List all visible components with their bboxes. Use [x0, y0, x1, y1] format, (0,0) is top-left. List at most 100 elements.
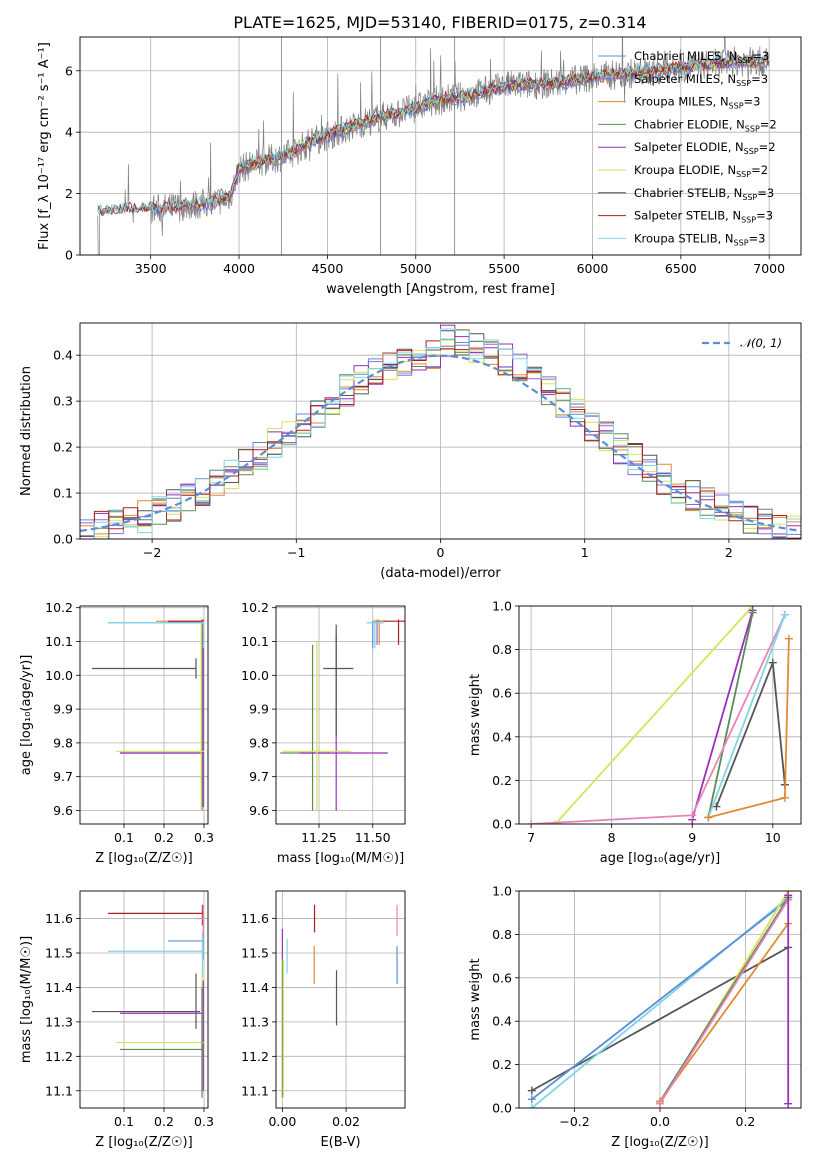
- x-tick-label: 9: [688, 830, 696, 845]
- legend-label-tail: =3: [752, 49, 769, 63]
- weight-marker: [527, 1095, 536, 1104]
- y-tick-label: 0.4: [53, 348, 73, 363]
- x-tick-label: 0.0: [650, 1114, 670, 1129]
- legend-label-text: Kroupa MILES, N: [634, 95, 729, 109]
- spectrum-marks: [97, 37, 770, 255]
- age-vs-mass-marks: [280, 619, 405, 811]
- y-tick-label: 10.0: [241, 668, 269, 683]
- weight-line-kroupa-miles: [708, 638, 790, 819]
- weight-vs-Z-marks: [527, 891, 793, 1108]
- y-tick-label: 11.4: [241, 980, 269, 995]
- point-salpeter-stelib: [108, 904, 204, 926]
- point-kroupa-elodie: [282, 641, 352, 811]
- point-kroupa-stelib: [108, 935, 204, 978]
- mass-vs-ebv-axes: 0.00 0.02 11.1 11.2 11.3 11.4 11.5 11.6 E(B-V): [241, 890, 406, 1150]
- axes-frame: [79, 605, 209, 825]
- point-salpeter-elodie: [120, 980, 204, 1091]
- y-tick-label: 11.1: [45, 1083, 73, 1098]
- weight-vs-age-marks: [527, 606, 793, 824]
- x-tick-label: 4000: [223, 261, 255, 276]
- legend-label-tail: =3: [751, 72, 768, 86]
- x-tick-label: 0.02: [332, 1114, 360, 1129]
- weight-line-salpeter-elodie: [691, 610, 754, 820]
- weight-vs-age-axes: 7 8 9 10 0.0 0.2 0.4 0.6 0.8 1.0 age [log₁₀(age/yr…: [468, 599, 802, 866]
- y-tick-label: 0.0: [53, 532, 73, 547]
- weight-marker: [780, 610, 789, 619]
- y-tick-label: 10.2: [45, 600, 73, 615]
- x-tick-label: 0.3: [194, 1114, 214, 1129]
- legend-label-text: Chabrier STELIB, N: [634, 186, 742, 200]
- y-tick-label: 4: [65, 125, 73, 140]
- y-tick-label: 0.4: [492, 729, 512, 744]
- weight-line-kroupa-stelib: [707, 614, 786, 818]
- y-tick-label: 11.6: [45, 911, 73, 926]
- x-axis-label: age [log₁₀(age/yr)]: [600, 851, 721, 866]
- legend-label-tail: =2: [759, 140, 776, 154]
- weight-marker: [551, 820, 560, 824]
- legend-label: Salpeter STELIB, NSSP=3: [634, 209, 773, 225]
- weight-marker: [780, 793, 789, 802]
- y-tick-label: 11.6: [241, 911, 269, 926]
- legend-label-sub: SSP: [745, 124, 760, 133]
- y-tick-label: 1.0: [492, 599, 512, 614]
- weight-marker: [527, 1104, 536, 1108]
- x-tick-label: 0.2: [154, 1114, 174, 1129]
- legend-label: Salpeter ELODIE, NSSP=2: [634, 140, 776, 156]
- point-kroupa-elodie: [116, 973, 204, 1098]
- x-tick-label: 3500: [135, 261, 167, 276]
- mass-vs-Z-axes: 0.1 0.2 0.3 11.1 11.2 11.3 11.4 11.5 11.6 Z [log₁…: [19, 890, 214, 1150]
- y-tick-label: 11.3: [45, 1014, 73, 1029]
- weight-line-pink: [531, 614, 786, 824]
- x-tick-label: 0.3: [194, 830, 214, 845]
- legend-label-text: Chabrier MILES, N: [634, 49, 737, 63]
- x-axis-label: Z [log₁₀(Z/Z☉)]: [95, 1135, 192, 1150]
- x-tick-label: 8: [608, 830, 616, 845]
- y-tick-label: 9.8: [53, 735, 73, 750]
- age-vs-mass-axes: 11.25 11.50 9.6 9.7 9.8 9.9 10.0 10.1 10.2 mass […: [241, 600, 406, 866]
- y-tick-label: 9.6: [53, 803, 73, 818]
- y-tick-label: 11.4: [45, 980, 73, 995]
- model-line-salpeter-stelib: [97, 53, 770, 217]
- legend-label: Chabrier ELODIE, NSSP=2: [634, 117, 777, 133]
- y-tick-label: 9.7: [53, 769, 73, 784]
- legend-label-tail: =3: [744, 95, 761, 109]
- weight-marker: [784, 891, 793, 900]
- y-tick-label: 11.3: [241, 1014, 269, 1029]
- y-tick-label: 0.6: [492, 686, 512, 701]
- weight-marker: [712, 802, 721, 811]
- y-tick-label: 0.0: [492, 1101, 512, 1116]
- point-salpeter-elodie: [120, 634, 204, 808]
- y-tick-label: 1.0: [492, 884, 512, 899]
- x-tick-label: 0: [437, 545, 445, 560]
- y-tick-label: 0.8: [492, 642, 512, 657]
- point-chabrier-elodie: [120, 627, 204, 811]
- weight-marker: [768, 658, 777, 667]
- x-axis-label: (data-model)/error: [380, 566, 501, 581]
- x-tick-label: 2: [725, 545, 733, 560]
- residuals-marks: [80, 324, 801, 539]
- y-axis-label: mass weight: [468, 958, 483, 1040]
- x-tick-label: 5500: [488, 261, 520, 276]
- weight-line-chabrier-elodie: [707, 612, 754, 818]
- legend-label-text: Kroupa ELODIE, N: [634, 163, 736, 177]
- weight-marker: [656, 1099, 664, 1108]
- y-tick-label: 9.9: [249, 702, 269, 717]
- x-tick-label: 0.00: [268, 1114, 296, 1129]
- x-tick-label: 11.50: [355, 830, 391, 845]
- legend-label-text: Kroupa STELIB, N: [634, 231, 734, 245]
- axes-frame: [79, 36, 802, 256]
- legend-label-sub: SSP: [744, 147, 759, 156]
- y-tick-label: 0.0: [492, 817, 512, 832]
- mass-vs-ebv-marks: [281, 904, 398, 1098]
- age-vs-Z-marks: [92, 617, 204, 811]
- y-tick-label: 0: [65, 248, 73, 263]
- legend-label-text: Salpeter ELODIE, N: [634, 140, 744, 154]
- axes-frame: [79, 322, 802, 540]
- legend-label-sub: SSP: [729, 102, 744, 111]
- weight-marker: [527, 820, 536, 824]
- y-axis-label: Normed distribution: [19, 366, 34, 496]
- y-axis-label: mass [log₁₀(M/M☉)]: [19, 936, 34, 1063]
- legend-label: Kroupa ELODIE, NSSP=2: [634, 163, 768, 179]
- legend-label-tail: =2: [760, 117, 777, 131]
